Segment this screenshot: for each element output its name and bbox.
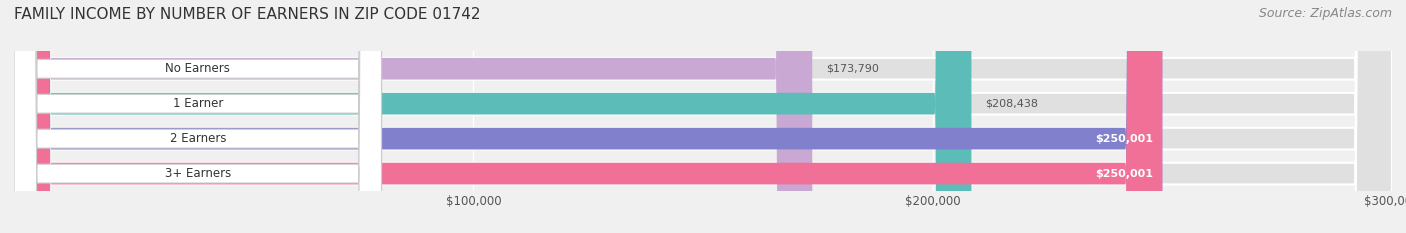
Text: No Earners: No Earners	[166, 62, 231, 75]
FancyBboxPatch shape	[14, 0, 381, 233]
FancyBboxPatch shape	[14, 0, 1392, 233]
Text: $208,438: $208,438	[986, 99, 1038, 109]
FancyBboxPatch shape	[14, 0, 381, 233]
FancyBboxPatch shape	[14, 0, 1163, 233]
FancyBboxPatch shape	[14, 0, 1163, 233]
FancyBboxPatch shape	[14, 0, 1392, 233]
FancyBboxPatch shape	[14, 0, 381, 233]
FancyBboxPatch shape	[14, 0, 972, 233]
FancyBboxPatch shape	[14, 0, 381, 233]
FancyBboxPatch shape	[14, 0, 813, 233]
Text: 2 Earners: 2 Earners	[170, 132, 226, 145]
FancyBboxPatch shape	[14, 0, 1392, 233]
Text: Source: ZipAtlas.com: Source: ZipAtlas.com	[1258, 7, 1392, 20]
Text: FAMILY INCOME BY NUMBER OF EARNERS IN ZIP CODE 01742: FAMILY INCOME BY NUMBER OF EARNERS IN ZI…	[14, 7, 481, 22]
Text: 1 Earner: 1 Earner	[173, 97, 224, 110]
Text: 3+ Earners: 3+ Earners	[165, 167, 231, 180]
Text: $250,001: $250,001	[1095, 134, 1153, 144]
Text: $173,790: $173,790	[827, 64, 879, 74]
FancyBboxPatch shape	[14, 0, 1392, 233]
Text: $250,001: $250,001	[1095, 169, 1153, 178]
